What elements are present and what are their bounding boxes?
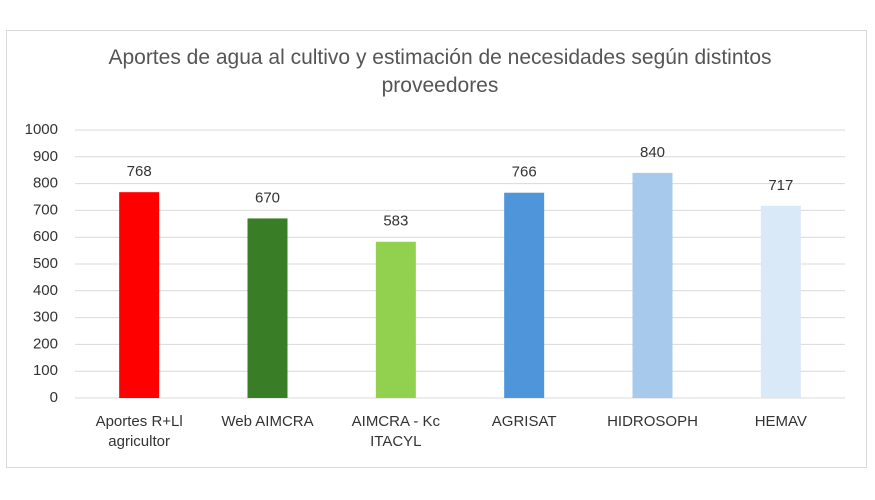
bar xyxy=(375,241,416,398)
x-tick-label: HEMAV xyxy=(754,413,807,430)
y-tick-label: 400 xyxy=(33,282,58,299)
x-tick-label: AIMCRA - Kc ITACYL xyxy=(351,413,440,450)
bar xyxy=(119,192,160,398)
data-label: 768 xyxy=(127,163,152,180)
y-tick-label: 900 xyxy=(33,148,58,165)
data-label: 766 xyxy=(512,164,537,181)
data-label: 717 xyxy=(768,177,793,194)
y-tick-label: 1000 xyxy=(25,121,58,138)
data-label: 840 xyxy=(640,144,665,161)
y-tick-label: 700 xyxy=(33,201,58,218)
bar xyxy=(760,205,801,398)
data-label: 583 xyxy=(383,213,408,230)
x-tick-label: Aportes R+Ll agricultor xyxy=(95,413,183,450)
y-tick-label: 600 xyxy=(33,228,58,245)
bar xyxy=(247,218,288,398)
y-tick-label: 500 xyxy=(33,255,58,272)
y-tick-label: 300 xyxy=(33,309,58,326)
y-tick-label: 200 xyxy=(33,335,58,352)
x-tick-label: HIDROSOPH xyxy=(607,413,698,430)
y-tick-label: 0 xyxy=(50,389,58,406)
bar xyxy=(504,192,545,398)
data-label: 670 xyxy=(255,189,280,206)
chart-title: Aportes de agua al cultivo y estimación … xyxy=(108,46,772,97)
y-tick-label: 100 xyxy=(33,362,58,379)
y-tick-label: 800 xyxy=(33,175,58,192)
x-tick-label: AGRISAT xyxy=(491,413,557,430)
bar xyxy=(632,172,673,398)
x-tick-label: Web AIMCRA xyxy=(221,413,314,430)
